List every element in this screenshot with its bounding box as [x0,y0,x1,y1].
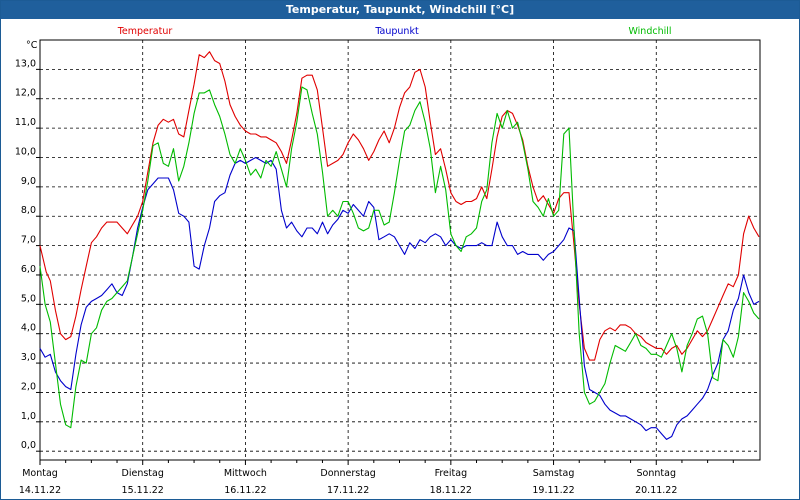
y-tick-label: 5,0 [21,293,36,304]
chart-title: Temperatur, Taupunkt, Windchill [°C] [1,1,799,19]
series-line-windchill [39,86,760,429]
plot-area [39,39,761,461]
x-tick-date: 16.11.22 [224,485,266,496]
x-tick-day: Montag [22,468,58,479]
y-tick-label: 11,0 [15,117,36,128]
x-tick-day: Dienstag [122,468,164,479]
x-tick-date: 20.11.22 [635,485,677,496]
x-tick-day: Donnerstag [320,468,375,479]
x-tick-day: Sonntag [637,468,676,479]
x-tick-day: Mittwoch [224,468,267,479]
x-tick-date: 14.11.22 [19,485,61,496]
y-tick-label: 12,0 [15,88,36,99]
y-tick-label: 13,0 [15,58,36,69]
y-axis-label: °C [26,40,38,51]
y-tick-label: 2,0 [21,381,36,392]
series-line-temperatur [39,51,760,361]
legend-temperatur: Temperatur [117,26,173,37]
legend-windchill: Windchill [628,26,671,37]
y-tick-label: 0,0 [21,440,36,451]
x-tick-date: 18.11.22 [430,485,472,496]
y-tick-label: 6,0 [21,264,36,275]
x-tick-day: Samstag [533,468,575,479]
y-tick-label: 10,0 [15,146,36,157]
x-tick-date: 19.11.22 [532,485,574,496]
y-tick-label: 7,0 [21,235,36,246]
series-line-taupunkt [39,156,760,440]
y-tick-label: 4,0 [21,323,36,334]
legend-taupunkt: Taupunkt [374,26,419,37]
y-tick-label: 8,0 [21,205,36,216]
x-tick-date: 15.11.22 [122,485,164,496]
x-tick-date: 17.11.22 [327,485,369,496]
y-tick-label: 3,0 [21,352,36,363]
x-tick-day: Freitag [435,468,468,479]
y-tick-label: 9,0 [21,176,36,187]
y-tick-label: 1,0 [21,411,36,422]
